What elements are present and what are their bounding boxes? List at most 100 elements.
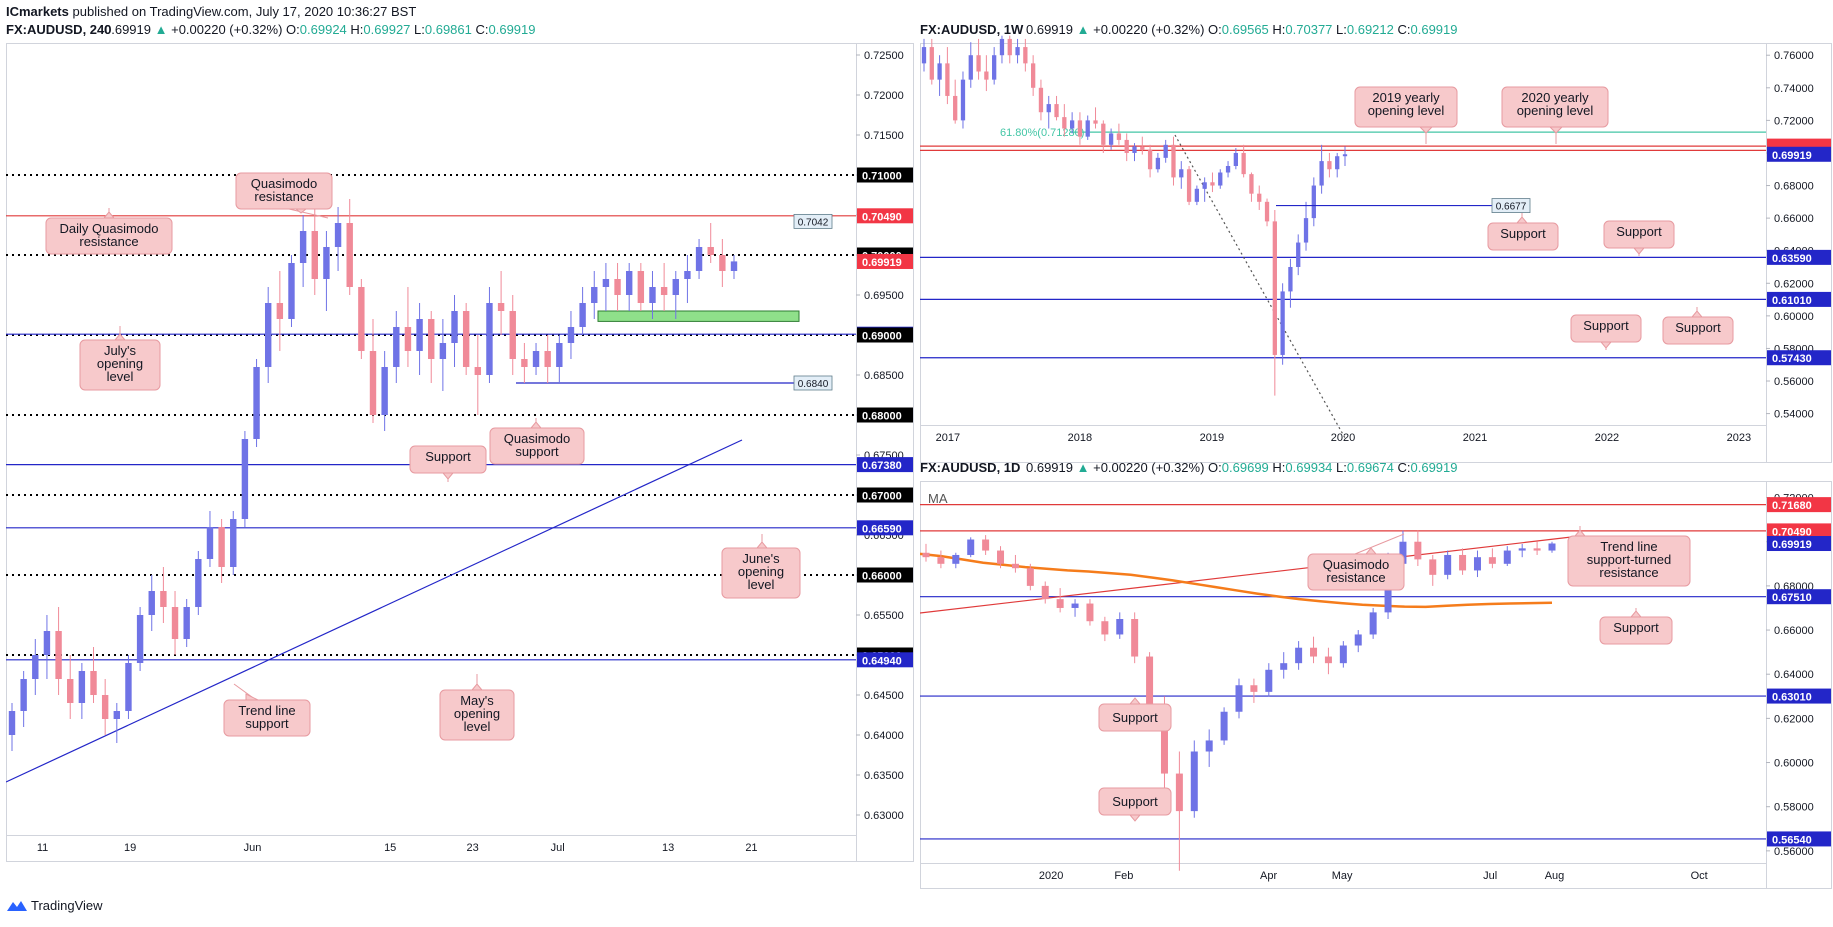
- candle[interactable]: [1086, 599, 1094, 626]
- w1-note-support-4[interactable]: Support: [1662, 307, 1734, 345]
- candle[interactable]: [451, 295, 458, 367]
- candle[interactable]: [1041, 581, 1049, 604]
- candle[interactable]: [1233, 148, 1238, 170]
- candle[interactable]: [984, 55, 989, 92]
- d1-note-support-2[interactable]: Support: [1098, 697, 1172, 732]
- price-axis-label[interactable]: 0.67510: [1767, 589, 1831, 605]
- price-tag[interactable]: 0.6840: [793, 375, 833, 391]
- candle[interactable]: [1296, 234, 1301, 276]
- candle[interactable]: [637, 263, 645, 311]
- candle[interactable]: [206, 511, 214, 567]
- price-axis-label[interactable]: 0.68000: [857, 407, 913, 423]
- candle[interactable]: [381, 351, 388, 431]
- candle[interactable]: [719, 239, 726, 287]
- price-axis-label[interactable]: 0.57430: [1767, 350, 1831, 366]
- candle[interactable]: [1202, 177, 1207, 202]
- candle[interactable]: [992, 47, 997, 85]
- candle[interactable]: [1335, 152, 1340, 178]
- candle[interactable]: [78, 663, 86, 719]
- price-axis-label[interactable]: 0.71680: [1767, 497, 1831, 513]
- candle[interactable]: [544, 335, 551, 383]
- candle[interactable]: [416, 303, 423, 375]
- d1-chart[interactable]: FX:AUDUSD, 1D 0.69919 ▲ +0.00220 (+0.32%…: [920, 458, 1833, 890]
- candle[interactable]: [90, 647, 97, 703]
- candle[interactable]: [1518, 543, 1526, 558]
- candle[interactable]: [1414, 530, 1422, 567]
- fibonacci-level[interactable]: 61.80%(0.71280): [1000, 127, 1766, 139]
- candle[interactable]: [1369, 607, 1377, 639]
- candle[interactable]: [439, 319, 447, 391]
- price-axis-label[interactable]: 0.67000: [857, 487, 913, 503]
- d1-note-quasimodo-resistance[interactable]: Quasimodo resistance: [1307, 533, 1405, 591]
- candle[interactable]: [1310, 636, 1318, 664]
- candle[interactable]: [1175, 751, 1183, 871]
- h4-note-trend-line-support[interactable]: Trend line support: [223, 683, 311, 737]
- candle[interactable]: [614, 263, 621, 311]
- candle[interactable]: [393, 311, 400, 383]
- candle[interactable]: [1459, 548, 1467, 575]
- candle[interactable]: [218, 519, 225, 583]
- candle[interactable]: [230, 511, 237, 575]
- w1-note-support-2[interactable]: Support: [1603, 220, 1675, 256]
- candle[interactable]: [486, 287, 493, 383]
- h4-trend-line[interactable]: [6, 439, 743, 783]
- candle[interactable]: [32, 639, 39, 695]
- price-axis-label[interactable]: 0.67380: [857, 457, 913, 473]
- candle[interactable]: [922, 543, 930, 562]
- candle[interactable]: [1038, 79, 1044, 121]
- publisher-name[interactable]: ICmarkets: [6, 4, 69, 19]
- candle[interactable]: [1186, 165, 1192, 206]
- price-axis-label[interactable]: 0.70490: [857, 208, 913, 224]
- price-axis-label[interactable]: 0.63010: [1767, 688, 1831, 704]
- candle[interactable]: [346, 199, 353, 295]
- candle[interactable]: [1265, 663, 1273, 697]
- h4-chart[interactable]: FX:AUDUSD, 240 0.69919 ▲ +0.00220 (+0.32…: [6, 20, 914, 862]
- candle[interactable]: [1071, 599, 1079, 617]
- candle[interactable]: [404, 287, 412, 367]
- candle[interactable]: [1303, 201, 1309, 251]
- candle[interactable]: [953, 79, 958, 124]
- candle[interactable]: [1220, 707, 1228, 745]
- candle[interactable]: [160, 567, 167, 623]
- candle[interactable]: [952, 552, 960, 569]
- candle[interactable]: [1056, 588, 1064, 613]
- candle[interactable]: [1339, 641, 1347, 668]
- candle[interactable]: [1288, 258, 1293, 308]
- candle[interactable]: [1054, 95, 1059, 121]
- candle[interactable]: [334, 207, 342, 271]
- candle[interactable]: [1077, 112, 1083, 145]
- candle[interactable]: [43, 615, 51, 679]
- price-tag[interactable]: 0.6677: [1491, 198, 1531, 213]
- d1-note-support-3[interactable]: Support: [1098, 787, 1172, 822]
- candle[interactable]: [1473, 550, 1481, 578]
- candle[interactable]: [288, 255, 295, 327]
- h4-note-julys-opening-level[interactable]: July's opening level: [79, 326, 161, 391]
- candle[interactable]: [997, 546, 1005, 569]
- candle[interactable]: [921, 38, 927, 72]
- w1-note-support-3[interactable]: Support: [1570, 314, 1642, 350]
- candle[interactable]: [253, 359, 260, 447]
- candle[interactable]: [1155, 152, 1161, 173]
- candle[interactable]: [1069, 112, 1075, 134]
- price-axis-label[interactable]: 0.56540: [1767, 831, 1831, 847]
- candle[interactable]: [1116, 123, 1122, 145]
- candle[interactable]: [929, 38, 934, 85]
- candle[interactable]: [1101, 120, 1106, 153]
- candle[interactable]: [660, 263, 668, 311]
- candle[interactable]: [1264, 198, 1270, 227]
- candle[interactable]: [1124, 133, 1129, 162]
- candle[interactable]: [1007, 35, 1012, 64]
- d1-note-trend-line-support-turned-resistance[interactable]: Trend line support-turned resistance: [1567, 526, 1691, 587]
- candle[interactable]: [999, 35, 1005, 64]
- candle[interactable]: [1218, 169, 1223, 189]
- candle[interactable]: [532, 343, 540, 375]
- candle[interactable]: [8, 703, 16, 751]
- candle[interactable]: [1190, 740, 1198, 818]
- candle[interactable]: [968, 42, 973, 88]
- candle[interactable]: [1194, 185, 1200, 206]
- candle[interactable]: [967, 537, 975, 558]
- candle[interactable]: [1324, 647, 1332, 675]
- candle[interactable]: [1131, 612, 1139, 664]
- candle[interactable]: [497, 271, 505, 335]
- candle[interactable]: [1011, 554, 1019, 573]
